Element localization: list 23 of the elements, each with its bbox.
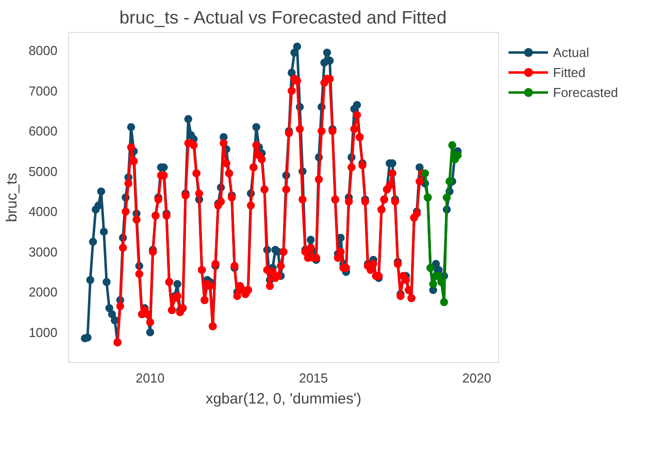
point <box>446 177 454 186</box>
point <box>421 169 430 178</box>
y-tick-label: 8000 <box>28 43 58 58</box>
x-axis-title: xgbar(12, 0, 'dummies') <box>206 390 362 408</box>
y-tick-label: 3000 <box>28 244 58 260</box>
point <box>442 194 451 202</box>
y-tick-label: 4000 <box>28 204 58 220</box>
chart-title: bruc_ts - Actual vs Forecasted and Fitted <box>119 8 447 28</box>
legend-label: Forecasted <box>553 84 618 100</box>
legend-label: Fitted <box>553 64 586 80</box>
y-axis-title: bruc_ts <box>4 172 21 222</box>
y-tick-label: 1000 <box>28 324 58 340</box>
y-tick-label: 2000 <box>28 284 58 300</box>
y-tick-label: 7000 <box>28 83 58 98</box>
point <box>440 298 448 306</box>
y-tick-label: 5000 <box>28 164 58 179</box>
y-tick-label: 6000 <box>28 124 58 139</box>
x-tick-label: 2010 <box>136 370 165 386</box>
x-tick-label: 2015 <box>298 370 328 386</box>
legend-label: Actual <box>553 44 590 60</box>
point <box>448 141 456 150</box>
point <box>429 280 438 288</box>
x-tick-label: 2020 <box>462 370 492 386</box>
